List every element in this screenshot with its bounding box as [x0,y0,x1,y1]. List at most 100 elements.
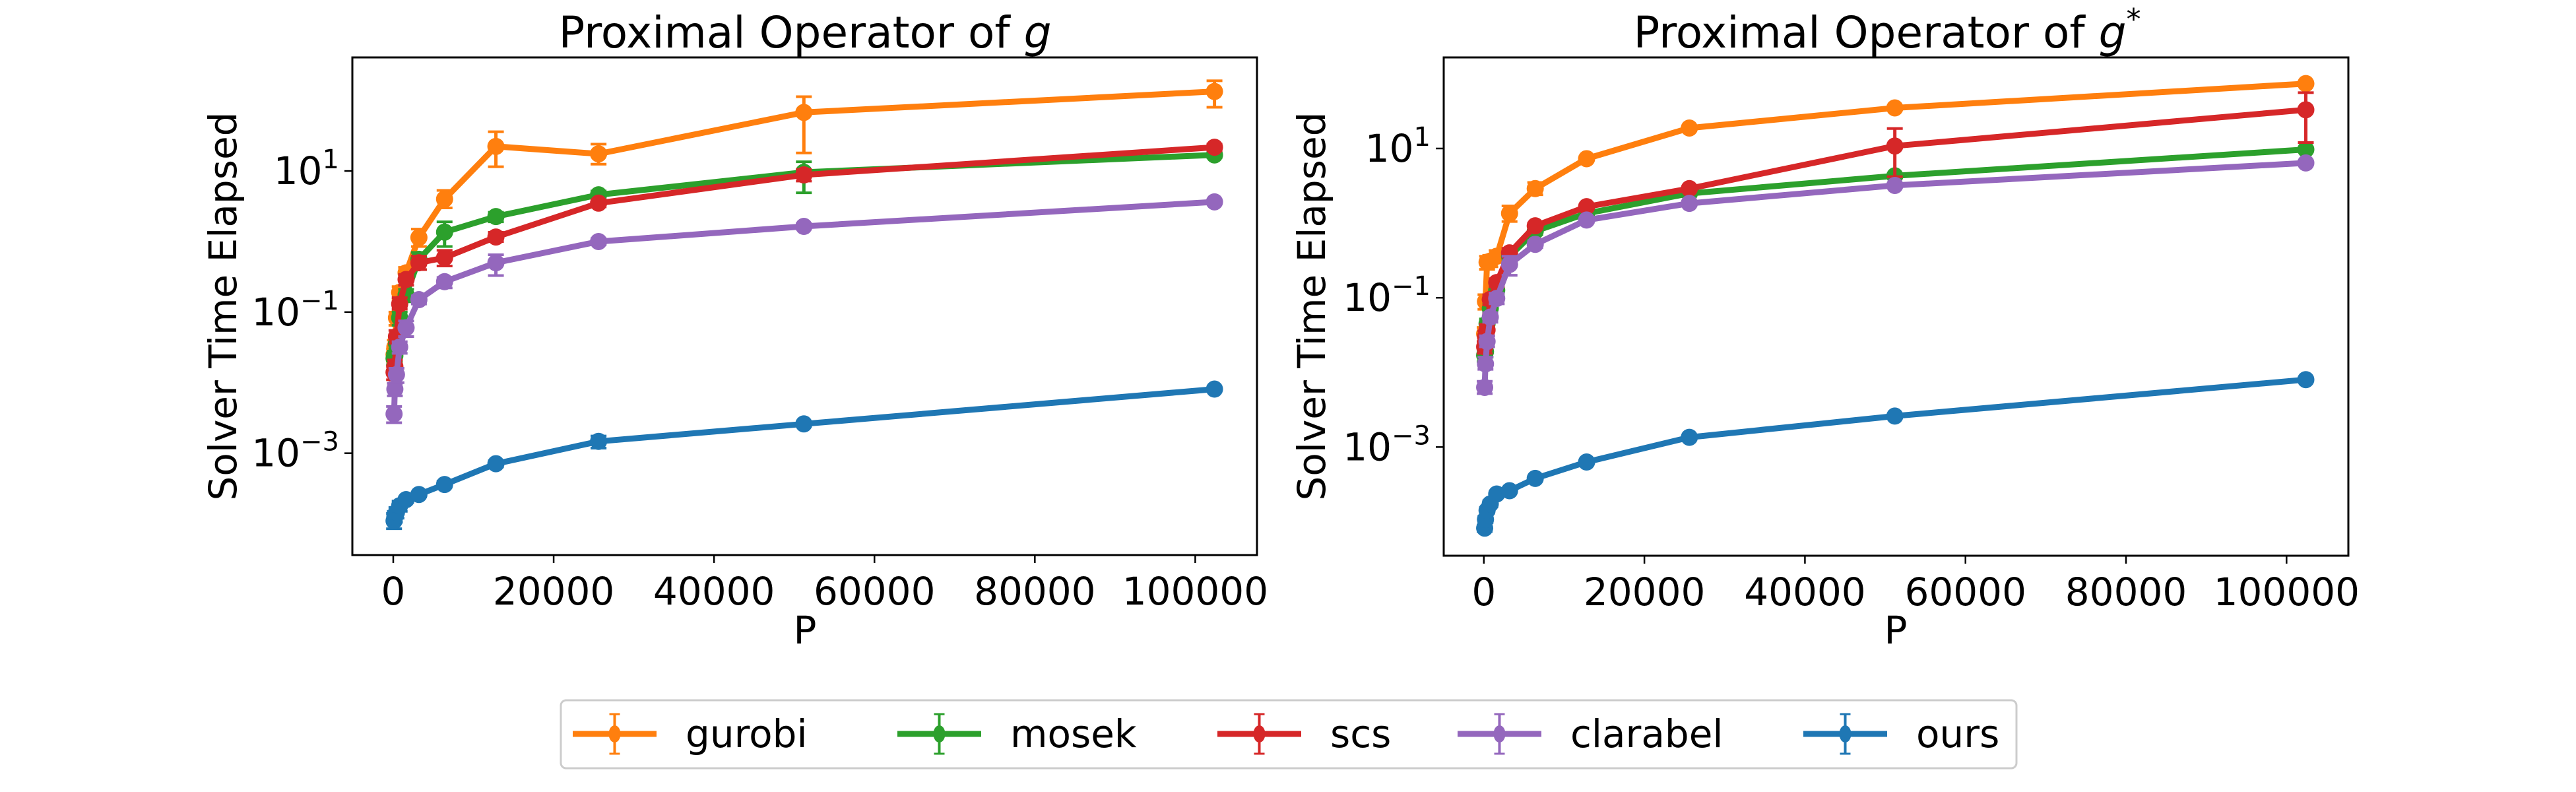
legend-item-scs: scs [1217,711,1391,756]
y-tick-label: 101 [274,145,339,193]
y-axis-label: Solver Time Elapsed [201,112,245,501]
series-line [391,386,1215,521]
data-point [1206,82,1223,100]
y-axis: 101 10−1 10−3 [1343,122,1444,469]
data-point [487,455,505,473]
y-tick-label: 101 [1365,122,1431,171]
data-point [795,217,813,235]
x-axis-label: P [1884,608,1908,653]
y-axis: 101 10−1 10−3 [251,145,352,476]
x-axis: 0 20000 40000 60000 80000 100000 [381,555,1268,614]
data-point [1578,150,1595,168]
data-point [2297,371,2315,389]
data-point [1206,193,1223,211]
data-point [1500,255,1518,273]
data-point [410,486,428,504]
data-point [1206,139,1223,156]
data-point [590,145,608,163]
data-point [1526,469,1544,487]
data-point [1526,236,1544,253]
x-tick-label: 0 [381,569,406,614]
data-point [397,490,415,508]
series-scs [1476,91,2315,356]
data-point [435,273,453,290]
x-tick-label: 20000 [493,569,615,614]
data-point [1886,99,1904,117]
series-line [1481,160,2306,388]
legend-item-ours: ours [1803,711,1999,756]
data-point [385,405,403,423]
x-tick-label: 40000 [1744,570,1866,614]
legend-marker [1839,725,1852,742]
x-axis: 0 20000 40000 60000 80000 100000 [1471,556,2360,614]
x-tick-label: 100000 [1122,569,1268,614]
x-tick-label: 80000 [2065,570,2187,614]
legend-marker [933,725,946,742]
data-point [1886,407,1904,425]
legend-label: clarabel [1570,711,1723,756]
data-point [590,432,608,450]
data-point [1681,428,1698,446]
data-point [487,228,505,246]
data-point [1578,211,1595,229]
y-tick-label: 10−3 [1343,420,1431,469]
y-tick-label: 10−1 [1343,271,1431,320]
series-ours [1476,371,2315,537]
data-point [1476,378,1494,396]
chart-title: Proximal Operator of g [558,7,1051,58]
series-ours [385,380,1223,531]
data-point [2297,101,2315,119]
data-point [397,271,415,288]
legend-label: mosek [1010,711,1137,756]
data-point [435,249,453,267]
data-point [795,415,813,433]
data-point [1526,217,1544,235]
data-point [386,380,404,398]
legend-marker [608,725,621,742]
data-point [2297,154,2315,172]
data-point [435,223,453,241]
data-point [1578,453,1595,471]
data-point [1681,180,1698,197]
data-point [397,319,415,337]
data-point [391,338,408,356]
data-point [2297,75,2315,92]
x-tick-label: 0 [1471,570,1496,614]
data-point [1886,137,1904,155]
data-point [795,104,813,121]
legend-marker [1493,725,1506,742]
data-point [1488,485,1506,503]
data-point [1206,380,1223,398]
data-point [1578,198,1595,216]
series-line [1481,376,2306,529]
axes-frame [1442,56,2350,557]
data-point [590,194,608,212]
data-point [1500,482,1518,500]
data-point [1488,290,1506,308]
data-point [1481,308,1499,326]
data-point [2297,141,2315,158]
data-point [487,254,505,272]
legend: gurobi mosek scs clarabel ours [560,699,2018,770]
data-point [487,208,505,226]
data-point [387,366,405,383]
x-tick-label: 80000 [974,569,1096,614]
legend-item-clarabel: clarabel [1458,711,1723,756]
legend-label: gurobi [686,711,808,756]
legend-label: ours [1916,711,1999,756]
data-point [1681,195,1698,213]
data-point [410,254,428,272]
data-point [590,232,608,250]
data-point [795,166,813,184]
subplot-prox-g-star: Proximal Operator of g* 0 20000 40000 60000… [1289,3,2360,653]
x-tick-label: 60000 [1904,570,2026,614]
data-point [391,295,408,313]
data-point [1681,119,1698,137]
axes-frame [351,56,1258,556]
data-point [1477,355,1495,373]
data-point [410,291,428,309]
series-clarabel [385,193,1223,424]
legend-label: scs [1330,711,1391,756]
data-point [1886,176,1904,194]
